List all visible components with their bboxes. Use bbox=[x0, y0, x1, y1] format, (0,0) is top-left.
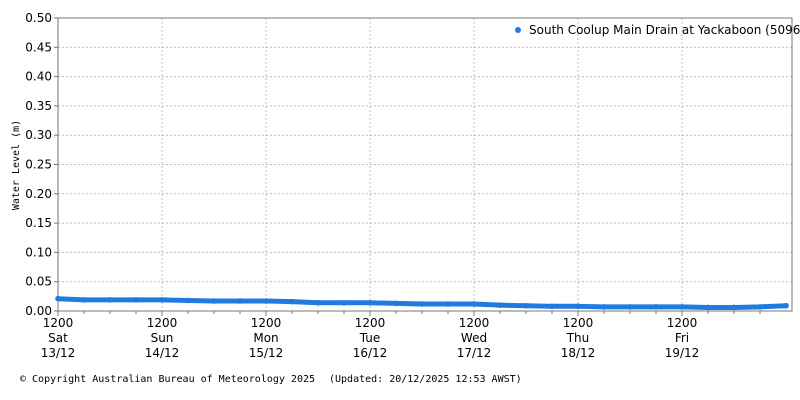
y-tick-label: 0.30 bbox=[25, 128, 52, 142]
x-axis-ticks: 1200Sat13/121200Sun14/121200Mon15/121200… bbox=[41, 311, 761, 360]
x-tick-time-label: 1200 bbox=[251, 316, 282, 330]
y-tick-label: 0.00 bbox=[25, 304, 52, 318]
data-point bbox=[445, 301, 451, 307]
data-point bbox=[341, 299, 347, 306]
data-point bbox=[55, 295, 61, 302]
y-tick-label: 0.20 bbox=[25, 187, 52, 201]
x-tick-day-label: Tue bbox=[359, 331, 381, 345]
data-point bbox=[783, 302, 789, 309]
y-tick-label: 0.10 bbox=[25, 245, 52, 259]
data-point bbox=[289, 298, 295, 305]
x-tick-time-label: 1200 bbox=[43, 316, 74, 330]
data-point bbox=[497, 302, 503, 308]
x-tick-day-label: Sun bbox=[151, 331, 174, 345]
x-tick-time-label: 1200 bbox=[355, 316, 386, 330]
y-tick-label: 0.25 bbox=[25, 158, 52, 172]
data-point bbox=[705, 304, 711, 311]
x-tick-day-label: Sat bbox=[48, 331, 68, 345]
water-level-chart: 0.00 0.05 0.10 0.15 0.20 0.25 0.30 0.35 0.40 0.45… bbox=[11, 11, 800, 360]
data-point bbox=[757, 304, 763, 310]
data-point bbox=[523, 302, 529, 309]
x-tick-time-label: 1200 bbox=[563, 316, 594, 330]
data-point bbox=[627, 304, 633, 310]
y-tick-label: 0.35 bbox=[25, 99, 52, 113]
y-tick-label: 0.05 bbox=[25, 275, 52, 289]
x-tick-day-label: Wed bbox=[461, 331, 487, 345]
data-point bbox=[653, 304, 659, 310]
data-point bbox=[731, 304, 737, 311]
x-tick-day-label: Fri bbox=[675, 331, 689, 345]
y-tick-label: 0.45 bbox=[25, 40, 52, 54]
x-tick-date-label: 13/12 bbox=[41, 346, 76, 360]
data-point bbox=[601, 304, 607, 310]
data-point bbox=[185, 297, 191, 304]
grid-lines bbox=[58, 18, 792, 311]
data-point bbox=[575, 303, 581, 310]
x-tick-time-label: 1200 bbox=[667, 316, 698, 330]
legend: South Coolup Main Drain at Yackaboon (50… bbox=[515, 23, 800, 37]
y-axis-title: Water Level (m) bbox=[11, 120, 22, 210]
data-point bbox=[549, 303, 555, 310]
data-series bbox=[55, 295, 789, 311]
x-tick-date-label: 17/12 bbox=[457, 346, 492, 360]
data-point bbox=[211, 298, 217, 304]
x-tick-date-label: 18/12 bbox=[561, 346, 596, 360]
data-point bbox=[133, 297, 139, 303]
x-tick-date-label: 14/12 bbox=[145, 346, 180, 360]
x-tick-date-label: 16/12 bbox=[353, 346, 388, 360]
data-point bbox=[237, 298, 243, 304]
x-tick-day-label: Thu bbox=[566, 331, 590, 345]
data-point bbox=[263, 298, 269, 304]
x-tick-date-label: 15/12 bbox=[249, 346, 284, 360]
data-point bbox=[419, 301, 425, 307]
y-tick-label: 0.15 bbox=[25, 216, 52, 230]
y-tick-label: 0.50 bbox=[25, 11, 52, 25]
data-point bbox=[107, 297, 113, 303]
data-point bbox=[159, 297, 165, 303]
updated-text: (Updated: 20/12/2025 12:53 AWST) bbox=[329, 374, 522, 385]
data-point bbox=[315, 299, 321, 306]
y-tick-label: 0.40 bbox=[25, 70, 52, 84]
legend-marker bbox=[515, 27, 521, 33]
legend-label: South Coolup Main Drain at Yackaboon (50… bbox=[529, 23, 800, 37]
data-point bbox=[679, 304, 685, 310]
y-axis-ticks: 0.00 0.05 0.10 0.15 0.20 0.25 0.30 0.35 0.40 0.45… bbox=[25, 11, 58, 318]
x-tick-date-label: 19/12 bbox=[665, 346, 700, 360]
data-point bbox=[471, 301, 477, 307]
x-tick-time-label: 1200 bbox=[459, 316, 490, 330]
data-point bbox=[81, 297, 87, 303]
copyright-text: © Copyright Australian Bureau of Meteoro… bbox=[20, 374, 316, 385]
x-tick-time-label: 1200 bbox=[147, 316, 178, 330]
x-tick-day-label: Mon bbox=[253, 331, 278, 345]
data-point bbox=[393, 300, 399, 307]
data-point bbox=[367, 299, 373, 306]
